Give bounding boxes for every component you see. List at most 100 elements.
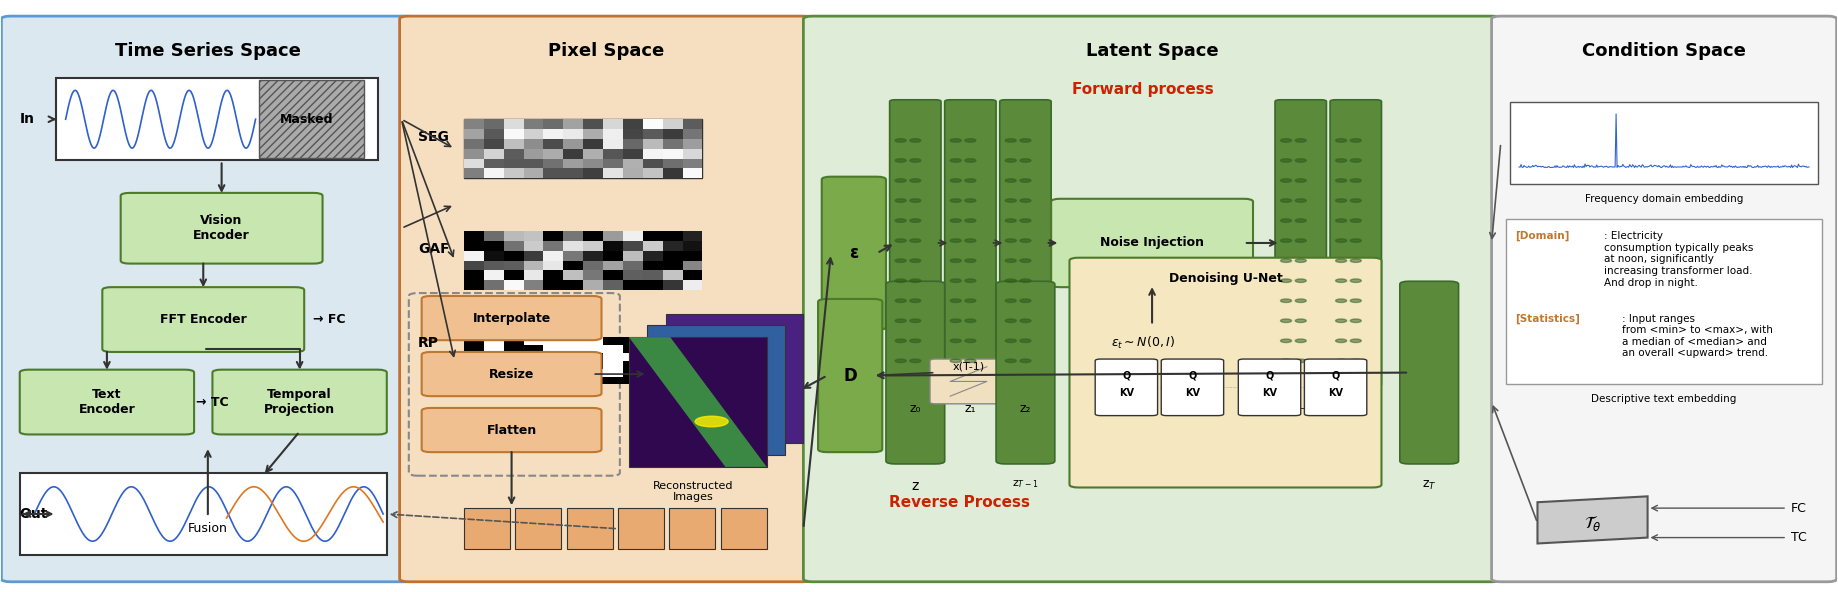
Circle shape — [1336, 219, 1347, 223]
Bar — [562, 241, 583, 251]
Circle shape — [1281, 319, 1292, 323]
Bar — [665, 314, 803, 443]
Circle shape — [1336, 299, 1347, 303]
Circle shape — [1281, 219, 1292, 223]
Circle shape — [895, 179, 906, 182]
Bar — [603, 377, 623, 384]
Circle shape — [1336, 259, 1347, 262]
Bar — [682, 361, 702, 369]
Bar — [682, 149, 702, 159]
Circle shape — [1005, 179, 1016, 182]
Bar — [463, 119, 483, 129]
Bar — [483, 361, 504, 369]
Circle shape — [1336, 199, 1347, 202]
Bar — [664, 271, 682, 280]
Circle shape — [1281, 159, 1292, 162]
Bar — [643, 159, 664, 168]
FancyBboxPatch shape — [818, 299, 882, 452]
Bar — [583, 361, 603, 369]
Bar — [643, 280, 664, 290]
Bar — [483, 129, 504, 139]
Bar — [643, 241, 664, 251]
Bar — [682, 241, 702, 251]
Circle shape — [965, 359, 976, 362]
Circle shape — [895, 199, 906, 202]
Circle shape — [1020, 299, 1031, 303]
Bar — [623, 271, 643, 280]
Bar — [720, 508, 766, 549]
Bar — [562, 361, 583, 369]
Circle shape — [1281, 259, 1292, 262]
Bar — [562, 337, 583, 345]
Bar — [504, 241, 524, 251]
Bar — [504, 337, 524, 345]
Circle shape — [1296, 319, 1307, 323]
Text: Forward process: Forward process — [1072, 82, 1213, 97]
FancyBboxPatch shape — [930, 359, 1005, 404]
Text: z₂: z₂ — [1020, 402, 1031, 415]
Circle shape — [1005, 279, 1016, 282]
Text: Condition Space: Condition Space — [1583, 43, 1746, 60]
Bar — [618, 508, 664, 549]
Bar — [504, 168, 524, 178]
Bar — [583, 353, 603, 361]
FancyBboxPatch shape — [2, 16, 414, 582]
Bar — [623, 260, 643, 271]
Circle shape — [965, 219, 976, 223]
Bar — [250, 476, 283, 511]
Bar — [544, 369, 562, 377]
Circle shape — [1005, 239, 1016, 242]
Bar — [643, 337, 664, 345]
FancyBboxPatch shape — [1095, 359, 1158, 416]
FancyBboxPatch shape — [1000, 100, 1051, 386]
FancyBboxPatch shape — [822, 176, 886, 330]
Bar — [1511, 102, 1818, 184]
Bar — [504, 271, 524, 280]
Bar — [623, 337, 643, 345]
Circle shape — [1351, 279, 1362, 282]
Bar — [524, 241, 544, 251]
Bar — [664, 337, 682, 345]
FancyBboxPatch shape — [20, 369, 195, 435]
Bar — [682, 129, 702, 139]
Circle shape — [895, 139, 906, 142]
Circle shape — [1296, 199, 1307, 202]
Circle shape — [1281, 139, 1292, 142]
FancyBboxPatch shape — [1276, 100, 1327, 386]
Bar — [259, 81, 364, 158]
Circle shape — [1351, 299, 1362, 303]
Bar — [524, 337, 544, 345]
Circle shape — [1020, 139, 1031, 142]
Bar — [664, 280, 682, 290]
Bar — [524, 377, 544, 384]
Bar — [643, 377, 664, 384]
Circle shape — [950, 139, 961, 142]
Circle shape — [1296, 159, 1307, 162]
Bar — [544, 251, 562, 260]
Bar — [623, 345, 643, 353]
Bar — [664, 345, 682, 353]
Bar — [483, 149, 504, 159]
Circle shape — [965, 299, 976, 303]
Circle shape — [1020, 239, 1031, 242]
Bar — [623, 353, 643, 361]
Text: $\epsilon_t \sim N(0,I)$: $\epsilon_t \sim N(0,I)$ — [1110, 335, 1174, 351]
Bar — [623, 149, 643, 159]
Text: KV: KV — [1329, 388, 1344, 398]
Circle shape — [1281, 239, 1292, 242]
Circle shape — [895, 339, 906, 343]
Bar — [583, 159, 603, 168]
Bar — [483, 280, 504, 290]
Bar — [682, 369, 702, 377]
Bar — [643, 231, 664, 241]
Bar — [682, 168, 702, 178]
Circle shape — [1336, 179, 1347, 182]
Text: Text
Encoder: Text Encoder — [79, 388, 136, 416]
Circle shape — [1005, 259, 1016, 262]
Bar — [583, 251, 603, 260]
Bar — [583, 271, 603, 280]
Text: Descriptive text embedding: Descriptive text embedding — [1592, 394, 1737, 404]
Bar — [103, 476, 136, 511]
Circle shape — [1020, 339, 1031, 343]
Bar — [1507, 220, 1821, 384]
